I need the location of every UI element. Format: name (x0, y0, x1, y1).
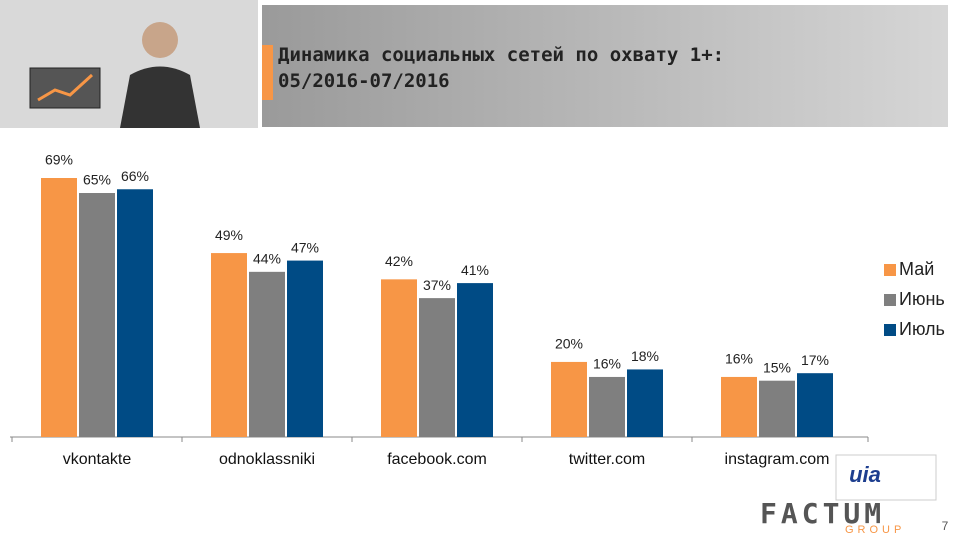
bar (117, 189, 153, 437)
legend-swatch (884, 264, 896, 276)
legend-swatch (884, 324, 896, 336)
header-photo (0, 0, 258, 128)
value-label: 37% (423, 277, 451, 293)
x-tick-label: twitter.com (569, 451, 645, 468)
bar (381, 279, 417, 437)
value-label: 18% (631, 348, 659, 364)
value-label: 15% (763, 359, 791, 375)
value-label: 41% (461, 262, 489, 278)
legend-label: Май (899, 259, 934, 279)
value-label: 44% (253, 251, 281, 267)
bar (589, 376, 625, 437)
title-box (262, 5, 948, 127)
bar (41, 178, 77, 437)
value-label: 66% (121, 168, 149, 184)
value-label: 49% (215, 227, 243, 243)
logo: FACTUM (760, 497, 885, 530)
value-label: 17% (801, 352, 829, 368)
x-tick-label: vkontakte (63, 451, 132, 468)
value-label: 42% (385, 253, 413, 269)
bar (797, 373, 833, 437)
bar (211, 253, 247, 437)
bar (457, 283, 493, 437)
legend-swatch (884, 294, 896, 306)
value-label: 16% (593, 356, 621, 372)
bar (249, 271, 285, 437)
bar (759, 380, 795, 437)
chart: vkontakte 69% 65% 66% odnoklassniki 49% 44% 47%… (10, 152, 868, 468)
logo-sub: GROUP (845, 524, 905, 536)
legend-label: Июнь (899, 289, 945, 309)
bar (79, 193, 115, 437)
bar (551, 361, 587, 437)
partner-text: uia (849, 462, 881, 487)
bar (287, 260, 323, 437)
page-number: 7 (942, 519, 949, 533)
bar (627, 369, 663, 437)
chart-title: Динамика социальных сетей по охвату 1+: 0… (278, 44, 724, 92)
bar (721, 376, 757, 437)
footer: uia FACTUM GROUP 7 (760, 454, 949, 536)
x-tick-label: facebook.com (387, 451, 487, 468)
value-label: 16% (725, 351, 753, 367)
x-tick-label: instagram.com (725, 451, 830, 468)
title-accent (262, 45, 273, 100)
value-label: 47% (291, 239, 319, 255)
value-label: 20% (555, 336, 583, 352)
partner-logo (835, 454, 937, 501)
legend-label: Июль (899, 319, 945, 339)
value-label: 69% (45, 152, 73, 168)
x-tick-label: odnoklassniki (219, 451, 315, 468)
value-label: 65% (83, 172, 111, 188)
bar (419, 298, 455, 437)
